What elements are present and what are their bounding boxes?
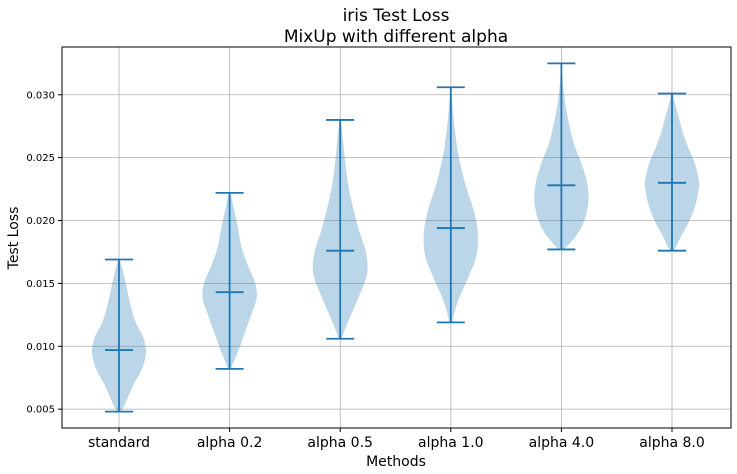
x-tick-label: alpha 0.5 [307,435,373,451]
grid-layer [62,47,731,428]
y-tick-label: 0.020 [26,216,55,227]
x-tick-label: alpha 1.0 [418,435,484,451]
x-tick-label: alpha 0.2 [197,435,263,451]
y-axis-label: Test Loss [6,207,22,271]
y-tick-label: 0.025 [26,153,55,164]
x-tick-label: alpha 8.0 [639,435,705,451]
x-tick-label: standard [88,435,150,451]
x-axis-label: Methods [366,454,426,470]
x-tick-label: alpha 4.0 [529,435,595,451]
chart-subtitle: MixUp with different alpha [284,27,508,47]
y-tick-label: 0.030 [26,90,55,101]
y-tick-label: 0.010 [26,342,55,353]
y-tick-label: 0.015 [26,279,55,290]
chart-title: iris Test Loss [343,6,450,26]
y-tick-labels: 0.005 0.010 0.015 0.020 0.025 0.030 [26,90,62,416]
plot-frame [61,46,732,429]
violin-layer [91,62,700,413]
y-tick-label: 0.005 [26,405,55,416]
x-tick-labels: standard alpha 0.2 alpha 0.5 alpha 1.0 alpha… [88,428,705,451]
